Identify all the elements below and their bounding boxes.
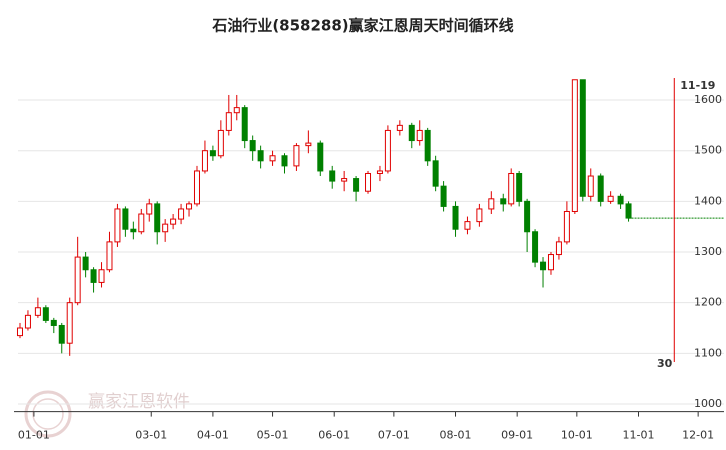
x-tick-label: 04-01 [197, 429, 229, 442]
candle-body [241, 107, 248, 142]
candle-body [329, 170, 336, 182]
candle-body [547, 254, 554, 271]
candle-body [571, 79, 578, 212]
candle-body [114, 208, 121, 243]
candle-body [488, 198, 495, 210]
x-tick-label: 11-01 [623, 429, 655, 442]
candle-body [597, 175, 604, 202]
y-tick-label: 1500 [694, 144, 722, 157]
watermark-logo [24, 390, 72, 438]
candle-body [193, 170, 200, 205]
candle-body [90, 269, 97, 283]
chart-title: 石油行业(858288)赢家江恩周天时间循环线 [211, 17, 513, 35]
x-tick-label: 12-01 [682, 429, 714, 442]
candle-body [424, 129, 431, 162]
candle-body [186, 203, 193, 210]
candle-body [293, 145, 300, 167]
candle-body [408, 124, 415, 142]
candle-body [341, 178, 348, 182]
x-tick-label: 09-01 [501, 429, 533, 442]
candle-body [281, 155, 288, 167]
candle-body [508, 172, 515, 205]
cycle-count-label: 30 [657, 357, 673, 370]
candle-body [170, 218, 177, 225]
candle-body [257, 150, 264, 162]
candle-body [532, 231, 539, 263]
candle-body [376, 170, 383, 174]
candle-body [396, 124, 403, 131]
candle-body [269, 155, 276, 162]
candle-body [146, 203, 153, 215]
candle-body [154, 203, 161, 233]
y-tick-label: 1400 [694, 194, 722, 207]
y-tick-label: 1600 [694, 93, 722, 106]
candle-body [353, 178, 360, 192]
x-tick-label: 08-01 [440, 429, 472, 442]
candle-body [464, 221, 471, 230]
candle-body [34, 307, 41, 316]
candle-body [233, 107, 240, 114]
candle-body [555, 241, 562, 256]
candle-body [516, 172, 523, 202]
candle-body [122, 208, 129, 230]
candle-body [579, 79, 586, 197]
candle-body [500, 198, 507, 205]
y-tick-label: 1300 [694, 245, 722, 258]
candle-body [201, 150, 208, 172]
candle-body [130, 228, 137, 233]
x-tick-label: 10-01 [561, 429, 593, 442]
candle-body [607, 195, 614, 202]
x-tick-label: 07-01 [378, 429, 410, 442]
x-tick-label: 01-01 [18, 429, 50, 442]
candle-body [452, 205, 459, 230]
candle-body [74, 256, 81, 304]
candle-body [416, 129, 423, 142]
candle-body [384, 129, 391, 172]
candle-body [50, 319, 57, 326]
candle-body [217, 129, 224, 157]
y-tick-label: 1200 [694, 296, 722, 309]
candle-body [625, 203, 632, 219]
candle-body [476, 208, 483, 223]
candle-body [66, 302, 73, 344]
candle-body [305, 142, 312, 147]
x-tick-label: 05-01 [257, 429, 289, 442]
x-tick-label: 06-01 [318, 429, 350, 442]
candle-body [209, 150, 216, 157]
candle-body [42, 307, 49, 321]
candle-body [178, 208, 185, 220]
y-tick-label: 1100 [694, 346, 722, 359]
watermark: 赢家江恩软件 [88, 392, 190, 412]
candle-body [249, 140, 256, 152]
candle-body [98, 269, 105, 283]
candle-body [524, 200, 531, 233]
candle-body [365, 172, 372, 192]
candle-body [16, 327, 23, 337]
x-tick-label: 03-01 [135, 429, 167, 442]
candle-body [440, 185, 447, 207]
candle-body [82, 256, 89, 271]
candle-body [617, 195, 624, 205]
candle-body [563, 210, 570, 243]
candle-body [24, 314, 31, 329]
candle-body [587, 175, 594, 197]
candle-body [106, 241, 113, 271]
cycle-date-label: 11-19 [680, 79, 715, 92]
y-tick-label: 1000 [694, 397, 722, 410]
candle-body [138, 213, 145, 233]
candle-body [317, 142, 324, 172]
candle-body [58, 324, 65, 344]
candle-body [225, 112, 232, 131]
candle-body [540, 261, 547, 271]
candle-body [432, 160, 439, 187]
candle-body [162, 223, 169, 233]
